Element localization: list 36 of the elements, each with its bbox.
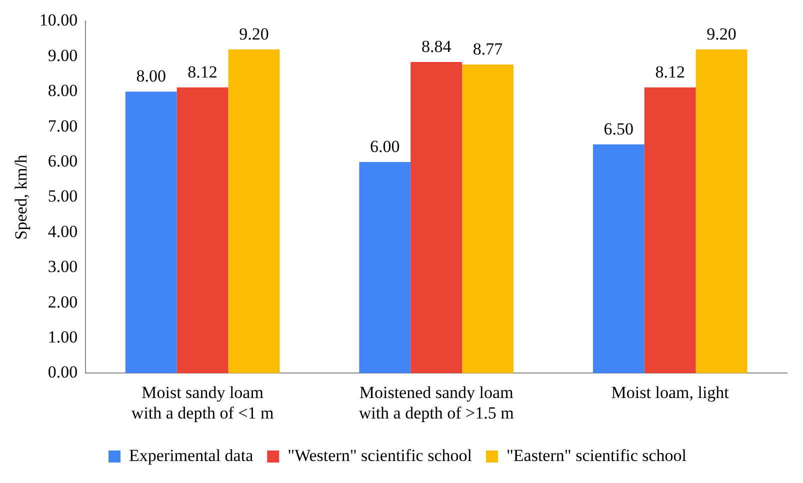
bar [462,64,514,374]
legend-label: Experimental data [128,446,254,465]
bar [644,87,696,374]
data-label: 6.50 [604,119,634,138]
x-tick-label: Moist sandy loam with a depth of <1 m [131,382,274,422]
y-tick-label: 5.00 [48,186,78,206]
y-tick-label: 10.00 [39,10,78,30]
data-label: 8.77 [472,39,504,58]
data-label: 9.20 [706,24,736,44]
legend-label: "Western" scientific school [288,446,472,465]
data-label: 9.20 [239,24,269,44]
y-tick-label: 7.00 [48,116,78,136]
y-tick-label: 0.00 [48,362,78,382]
data-label: 8.12 [655,62,685,82]
y-tick-label: 3.00 [48,257,78,276]
y-tick-label: 2.00 [48,292,78,312]
y-tick-label: 1.00 [48,327,78,346]
bar [410,62,462,374]
data-label: 8.00 [136,66,166,86]
data-label: 8.84 [421,37,452,56]
y-tick-label: 6.00 [48,151,78,170]
x-tick-label: Moistened sandy loam with a depth of >1.5 m [358,382,514,422]
bar [696,49,748,374]
bar [228,49,280,374]
y-tick-label: 4.00 [48,222,78,241]
y-tick-label: 8.00 [48,81,78,100]
legend-label: "Eastern" scientific school [506,446,687,465]
bar [359,162,411,374]
x-tick-label: Moist loam, light [611,382,730,402]
y-tick-label: 9.00 [48,46,78,65]
data-label: 8.12 [188,62,218,82]
bar [125,92,177,374]
data-label: 6.00 [370,136,400,156]
bar [176,87,228,374]
y-axis-title: Speed, km/h [12,154,31,240]
bar [592,144,644,374]
